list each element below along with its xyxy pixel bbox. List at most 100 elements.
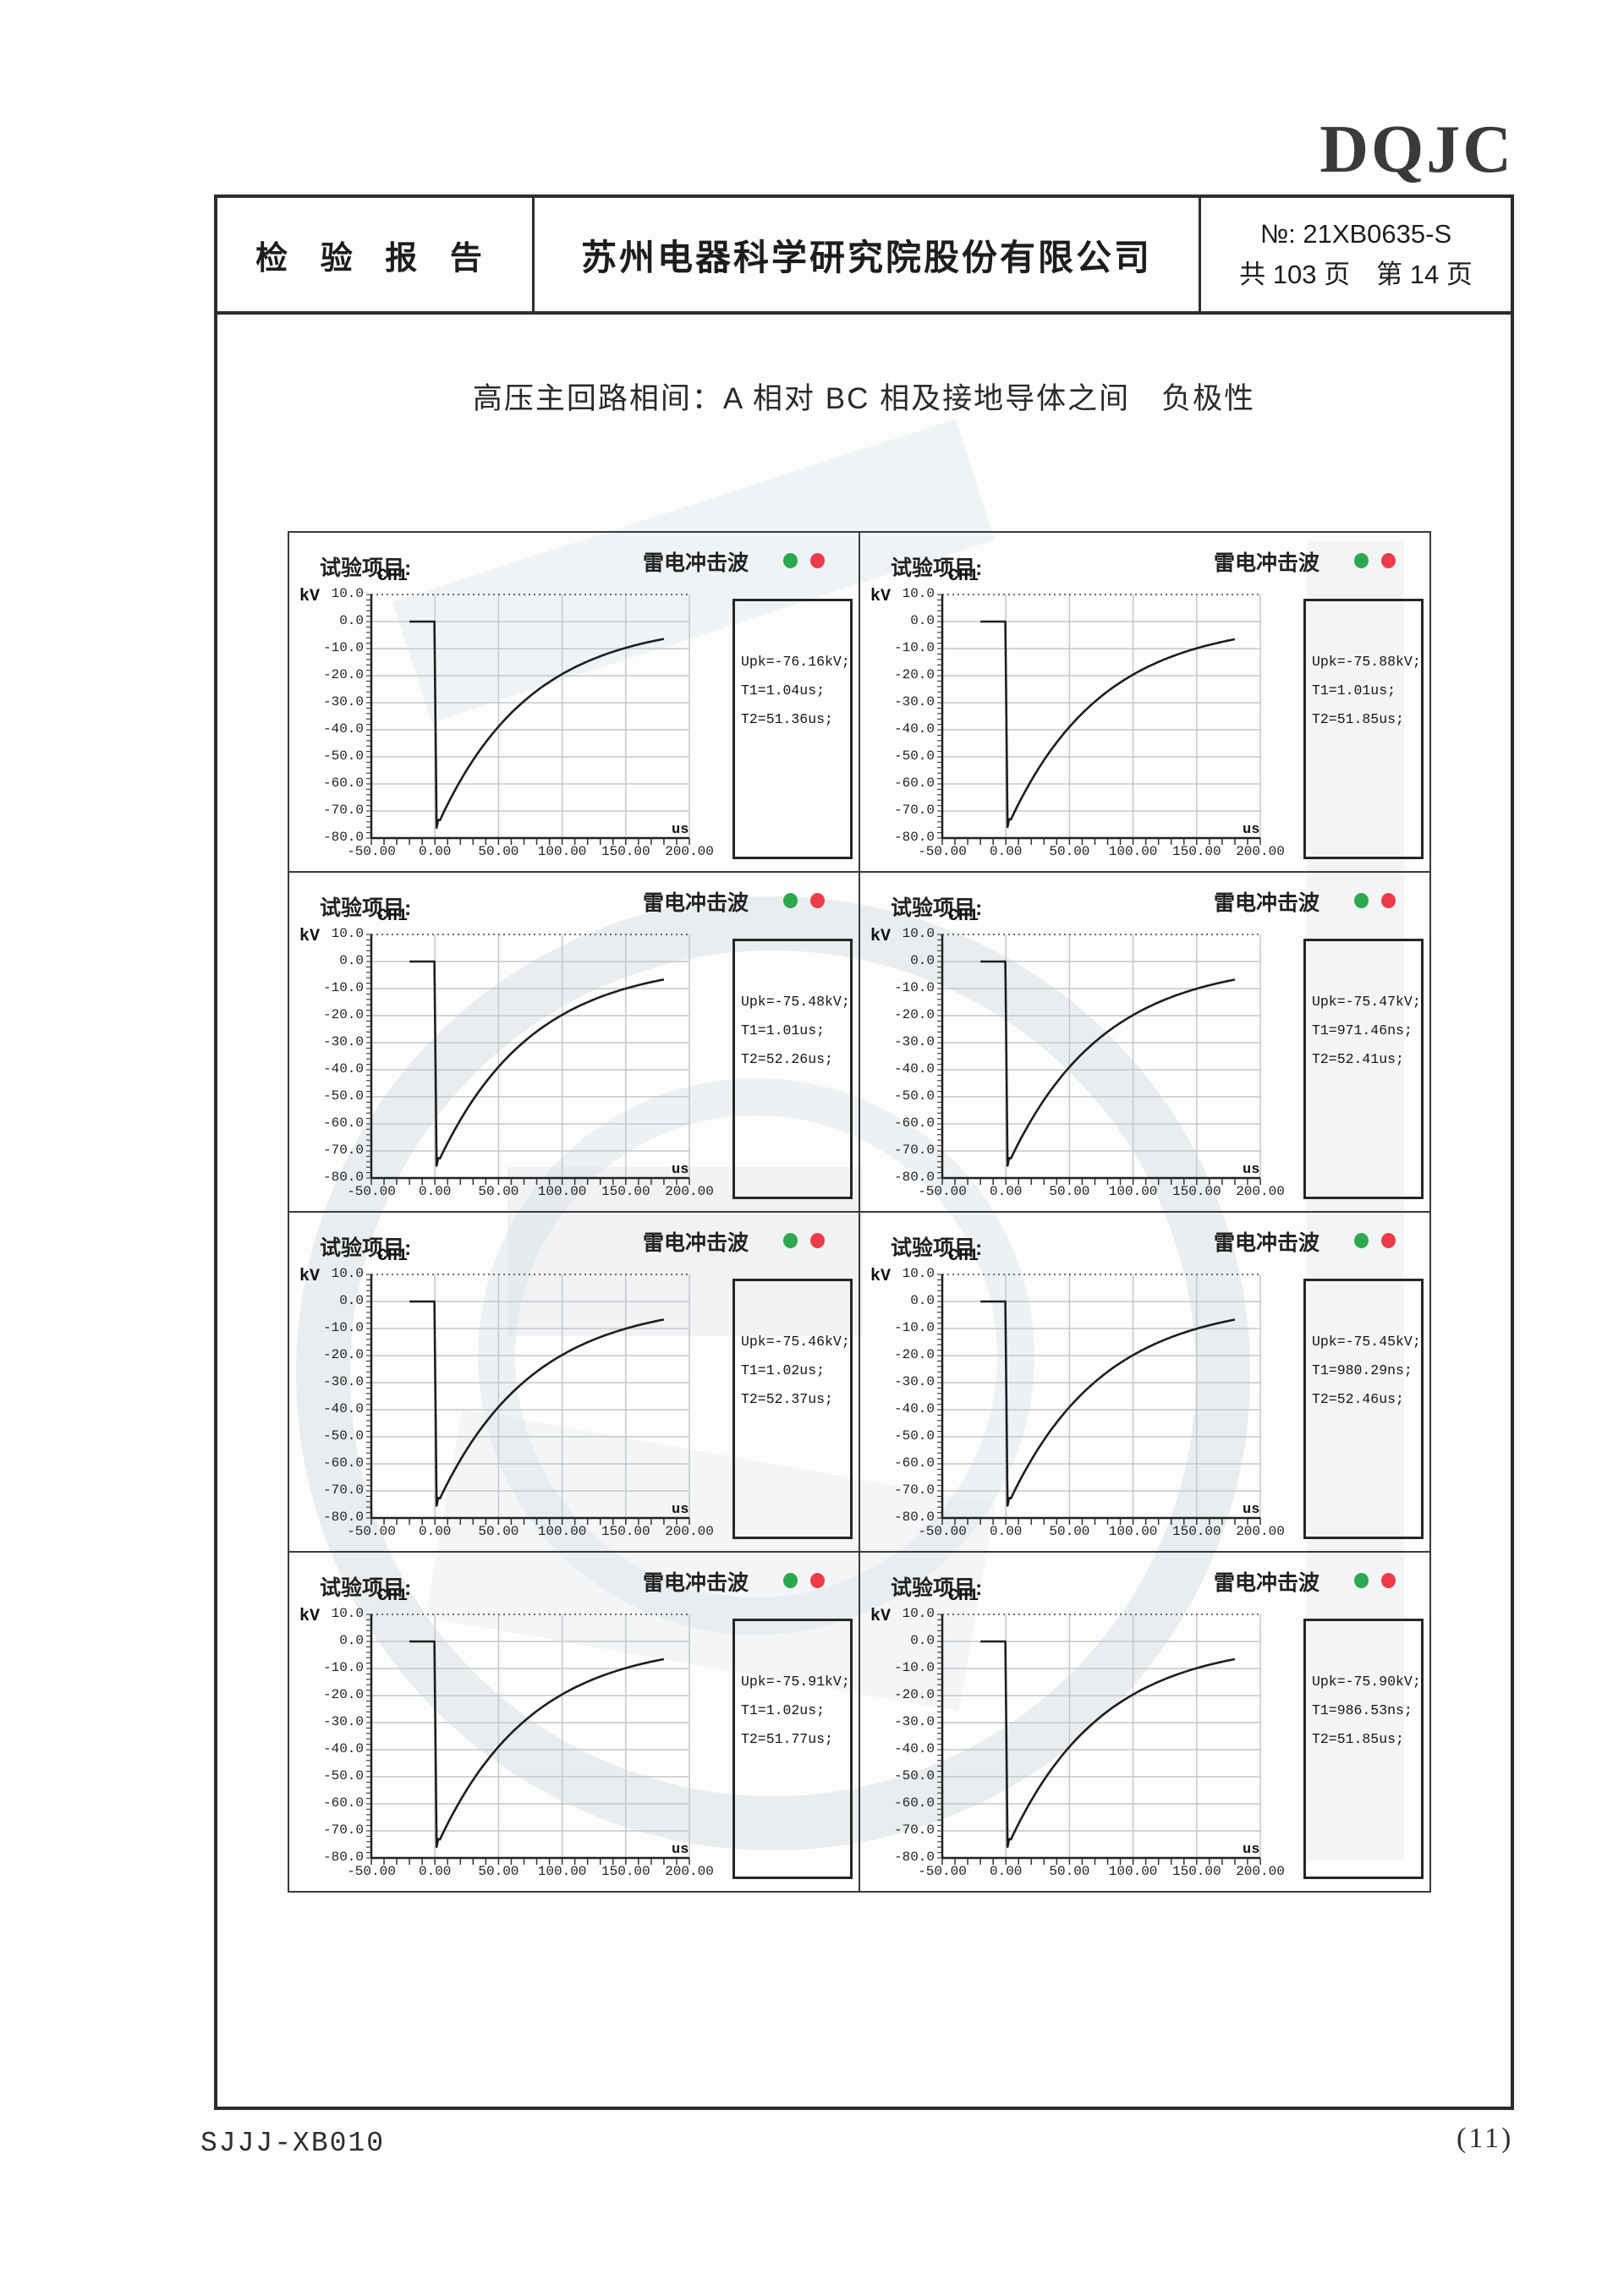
t1-value: T1=1.02us;: [741, 1362, 826, 1378]
x-tick-label: 100.00: [537, 1184, 587, 1199]
x-tick-label: 50.00: [478, 844, 519, 859]
y-tick-label: -40.0: [322, 1061, 364, 1077]
x-tick-label: 200.00: [1236, 1864, 1285, 1879]
upk-value: Upk=-75.91kV;: [741, 1674, 850, 1690]
impulse-waveform-trace: [980, 1300, 1236, 1507]
x-tick-label: 100.00: [1108, 1184, 1158, 1199]
y-tick-label: -30.0: [322, 694, 364, 710]
x-tick-label: 200.00: [665, 1524, 714, 1539]
y-tick-label: -70.0: [893, 1822, 935, 1838]
y-unit-label: kV: [299, 927, 321, 946]
channel-label: CH1: [948, 1247, 979, 1266]
t1-value: T1=971.46ns;: [1312, 1022, 1413, 1038]
x-tick-label: 200.00: [1236, 844, 1285, 859]
y-tick-label: -20.0: [893, 667, 935, 682]
y-tick-label: 0.0: [339, 953, 364, 968]
x-tick-label: 0.00: [418, 1184, 452, 1199]
measurement-box: Upk=-75.48kV; T1=1.01us; T2=52.26us;: [732, 939, 853, 1199]
x-tick-label: 50.00: [1049, 1184, 1090, 1199]
x-tick-label: 50.00: [478, 1524, 519, 1539]
x-tick-label: 150.00: [601, 1524, 650, 1539]
y-tick-label: -40.0: [893, 1061, 935, 1077]
charts-grid: 试验项目: 雷电冲击波 CH1 kV 10.0 0.0 -10.0 -20.0 -30.…: [288, 531, 1431, 1893]
x-tick-label: 200.00: [1236, 1184, 1285, 1199]
x-tick-label: 150.00: [1171, 844, 1221, 859]
channel-label: CH1: [948, 567, 979, 586]
x-tick-label: 50.00: [478, 1864, 519, 1879]
y-tick-label: 10.0: [902, 926, 935, 941]
upk-value: Upk=-75.90kV;: [1312, 1674, 1421, 1690]
x-tick-label: 0.00: [418, 1864, 452, 1879]
y-tick-label: -20.0: [893, 1007, 935, 1022]
x-unit-label: us: [672, 1842, 689, 1858]
y-tick-label: -70.0: [322, 1482, 364, 1498]
y-tick-label: -50.0: [322, 1768, 364, 1784]
channel-label: CH1: [377, 1586, 409, 1606]
t1-value: T1=1.04us;: [741, 682, 826, 699]
channel-label: CH1: [377, 567, 409, 586]
y-unit-label: kV: [870, 587, 892, 606]
t2-value: T2=51.36us;: [741, 711, 833, 727]
y-tick-label: -30.0: [893, 1034, 935, 1049]
waveform-plot: [366, 594, 690, 845]
upk-value: Upk=-75.47kV;: [1312, 994, 1421, 1010]
t1-value: T1=980.29ns;: [1312, 1362, 1413, 1378]
y-tick-label: -40.0: [322, 721, 364, 737]
y-tick-label: -40.0: [322, 1741, 364, 1756]
y-tick-label: 0.0: [910, 953, 935, 968]
footer-page-number: (11): [1457, 2123, 1514, 2154]
impulse-waveform-trace: [980, 960, 1236, 1167]
y-tick-label: 10.0: [902, 1266, 935, 1281]
x-tick-label: 200.00: [665, 1864, 714, 1879]
x-tick-label: -50.00: [347, 1184, 396, 1199]
measurement-box: Upk=-75.91kV; T1=1.02us; T2=51.77us;: [732, 1619, 853, 1879]
y-tick-label: -30.0: [322, 1034, 364, 1049]
x-unit-label: us: [672, 1502, 689, 1518]
test-item-label: 试验项目:: [891, 1576, 983, 1600]
impulse-waveform-trace: [409, 1300, 665, 1507]
y-tick-label: 0.0: [910, 1633, 935, 1648]
waveform-plot: [937, 934, 1261, 1185]
wave-title-label: 雷电冲击波: [643, 551, 749, 575]
y-tick-label: 0.0: [339, 613, 364, 628]
t1-value: T1=1.01us;: [741, 1022, 826, 1038]
y-tick-label: -60.0: [322, 1115, 364, 1131]
wave-title-label: 雷电冲击波: [1214, 891, 1320, 915]
y-tick-label: -20.0: [322, 1347, 364, 1362]
x-tick-label: 50.00: [1049, 1524, 1090, 1539]
t2-value: T2=51.77us;: [741, 1731, 833, 1747]
y-tick-label: -80.0: [893, 1849, 935, 1865]
impulse-chart-cell: 试验项目: 雷电冲击波 CH1 kV 10.0 0.0 -10.0 -20.0 -30.…: [289, 1213, 860, 1553]
y-tick-label: 10.0: [331, 586, 364, 601]
red-indicator-dot: [810, 893, 825, 908]
report-number-cell: №: 21XB0635-S 共 103 页 第 14 页: [1201, 198, 1511, 311]
y-tick-label: -80.0: [893, 1510, 935, 1525]
y-tick-label: -80.0: [322, 1510, 364, 1525]
x-unit-label: us: [1243, 1502, 1260, 1518]
impulse-waveform-trace: [980, 620, 1236, 829]
y-tick-label: -80.0: [893, 1170, 935, 1185]
y-tick-label: -30.0: [893, 694, 935, 710]
x-tick-label: 0.00: [418, 1524, 452, 1539]
red-indicator-dot: [810, 553, 825, 568]
x-tick-label: -50.00: [918, 1524, 967, 1539]
y-tick-label: -50.0: [893, 1768, 935, 1784]
wave-title-label: 雷电冲击波: [1214, 1231, 1320, 1255]
green-indicator-dot: [1354, 1573, 1369, 1588]
impulse-chart-cell: 试验项目: 雷电冲击波 CH1 kV 10.0 0.0 -10.0 -20.0 -30.…: [289, 873, 860, 1213]
red-indicator-dot: [810, 1233, 825, 1248]
green-indicator-dot: [783, 1233, 798, 1248]
y-tick-label: -10.0: [893, 1320, 935, 1335]
impulse-chart-cell: 试验项目: 雷电冲击波 CH1 kV 10.0 0.0 -10.0 -20.0 -30.…: [289, 533, 860, 873]
wave-title-label: 雷电冲击波: [643, 891, 749, 915]
page-count: 共 103 页 第 14 页: [1239, 260, 1473, 289]
y-tick-label: -70.0: [893, 1143, 935, 1158]
channel-label: CH1: [948, 907, 979, 926]
y-tick-label: -30.0: [893, 1714, 935, 1729]
measurement-box: Upk=-75.90kV; T1=986.53ns; T2=51.85us;: [1303, 1619, 1424, 1879]
y-tick-label: -10.0: [893, 1660, 935, 1675]
x-tick-label: 150.00: [1171, 1864, 1221, 1879]
x-tick-label: 50.00: [1049, 844, 1090, 859]
channel-label: CH1: [377, 1247, 409, 1266]
y-tick-label: -80.0: [322, 1170, 364, 1185]
